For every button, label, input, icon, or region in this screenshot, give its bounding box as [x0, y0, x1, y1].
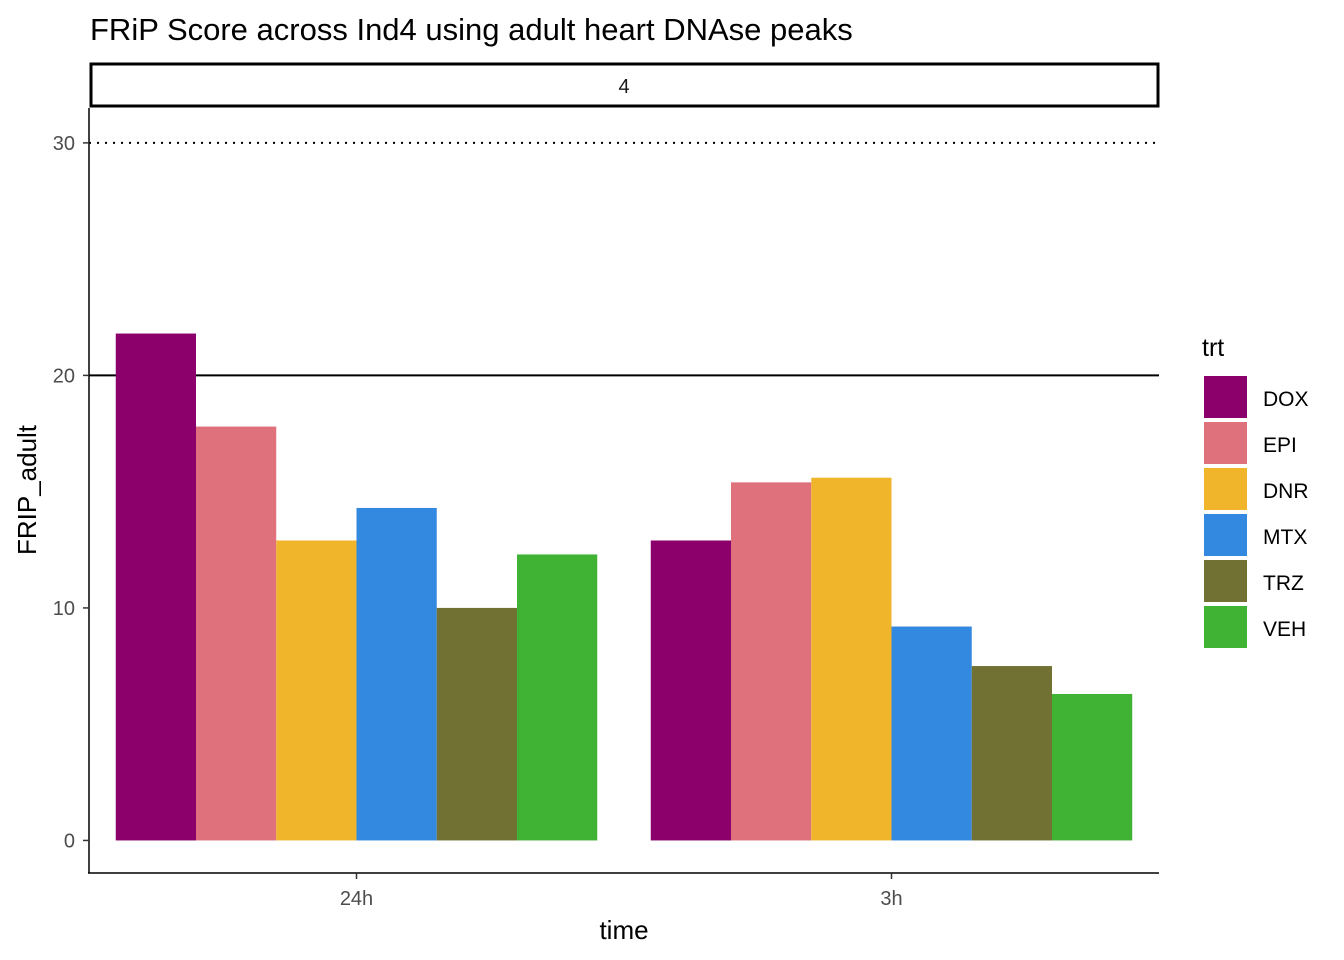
x-tick-label: 3h	[880, 888, 902, 910]
y-tick-label: 0	[64, 830, 75, 852]
y-axis-title: FRIP_adult	[12, 424, 42, 555]
legend-label: TRZ	[1263, 572, 1304, 595]
legend-label: VEH	[1263, 618, 1306, 641]
bar-epi-3h	[731, 482, 812, 841]
bars	[115, 333, 1133, 841]
x-axis-title: time	[599, 915, 648, 945]
legend-swatch	[1204, 514, 1247, 556]
x-axis-ticks: 24h 3h	[340, 873, 903, 910]
x-tick-label: 24h	[340, 888, 373, 910]
y-tick-label: 10	[53, 598, 75, 620]
bar-trz-24h	[436, 607, 517, 841]
legend-swatch	[1204, 468, 1247, 510]
facet-strip-label: 4	[618, 76, 629, 98]
plot-panel: 0 10 20 30 24h 3h	[53, 108, 1159, 910]
legend-swatch	[1204, 376, 1247, 418]
legend: trt DOX EPI DNR MTX TRZ VEH	[1202, 334, 1309, 648]
bar-trz-3h	[971, 666, 1052, 841]
y-axis-ticks: 0 10 20 30	[53, 133, 89, 852]
facet-strip: 4	[89, 62, 1160, 108]
bar-veh-3h	[1052, 693, 1133, 841]
legend-label: MTX	[1263, 526, 1307, 549]
legend-swatch	[1204, 606, 1247, 648]
bar-dox-24h	[115, 333, 196, 841]
facet-strip-box	[89, 62, 1160, 108]
legend-title: trt	[1202, 334, 1224, 362]
legend-label: DNR	[1263, 480, 1309, 503]
legend-item-mtx: MTX	[1204, 514, 1307, 556]
chart-title: FRiP Score across Ind4 using adult heart…	[90, 12, 853, 47]
y-tick-label: 30	[53, 133, 75, 155]
legend-item-veh: VEH	[1204, 606, 1306, 648]
legend-item-dnr: DNR	[1204, 468, 1309, 510]
legend-label: DOX	[1263, 388, 1309, 411]
legend-item-dox: DOX	[1204, 376, 1309, 418]
legend-item-epi: EPI	[1204, 422, 1297, 464]
bar-dnr-24h	[276, 540, 357, 841]
legend-label: EPI	[1263, 434, 1297, 457]
bar-dnr-3h	[811, 477, 892, 841]
bar-dox-3h	[650, 540, 731, 841]
bar-mtx-24h	[356, 507, 437, 841]
legend-swatch	[1204, 422, 1247, 464]
bar-veh-24h	[517, 554, 598, 841]
y-tick-label: 20	[53, 365, 75, 387]
bar-mtx-3h	[891, 626, 972, 841]
bar-epi-24h	[196, 426, 277, 841]
legend-swatch	[1204, 560, 1247, 602]
reference-lines	[89, 141, 1159, 377]
legend-item-trz: TRZ	[1204, 560, 1304, 602]
legend-items: DOX EPI DNR MTX TRZ VEH	[1204, 376, 1309, 648]
